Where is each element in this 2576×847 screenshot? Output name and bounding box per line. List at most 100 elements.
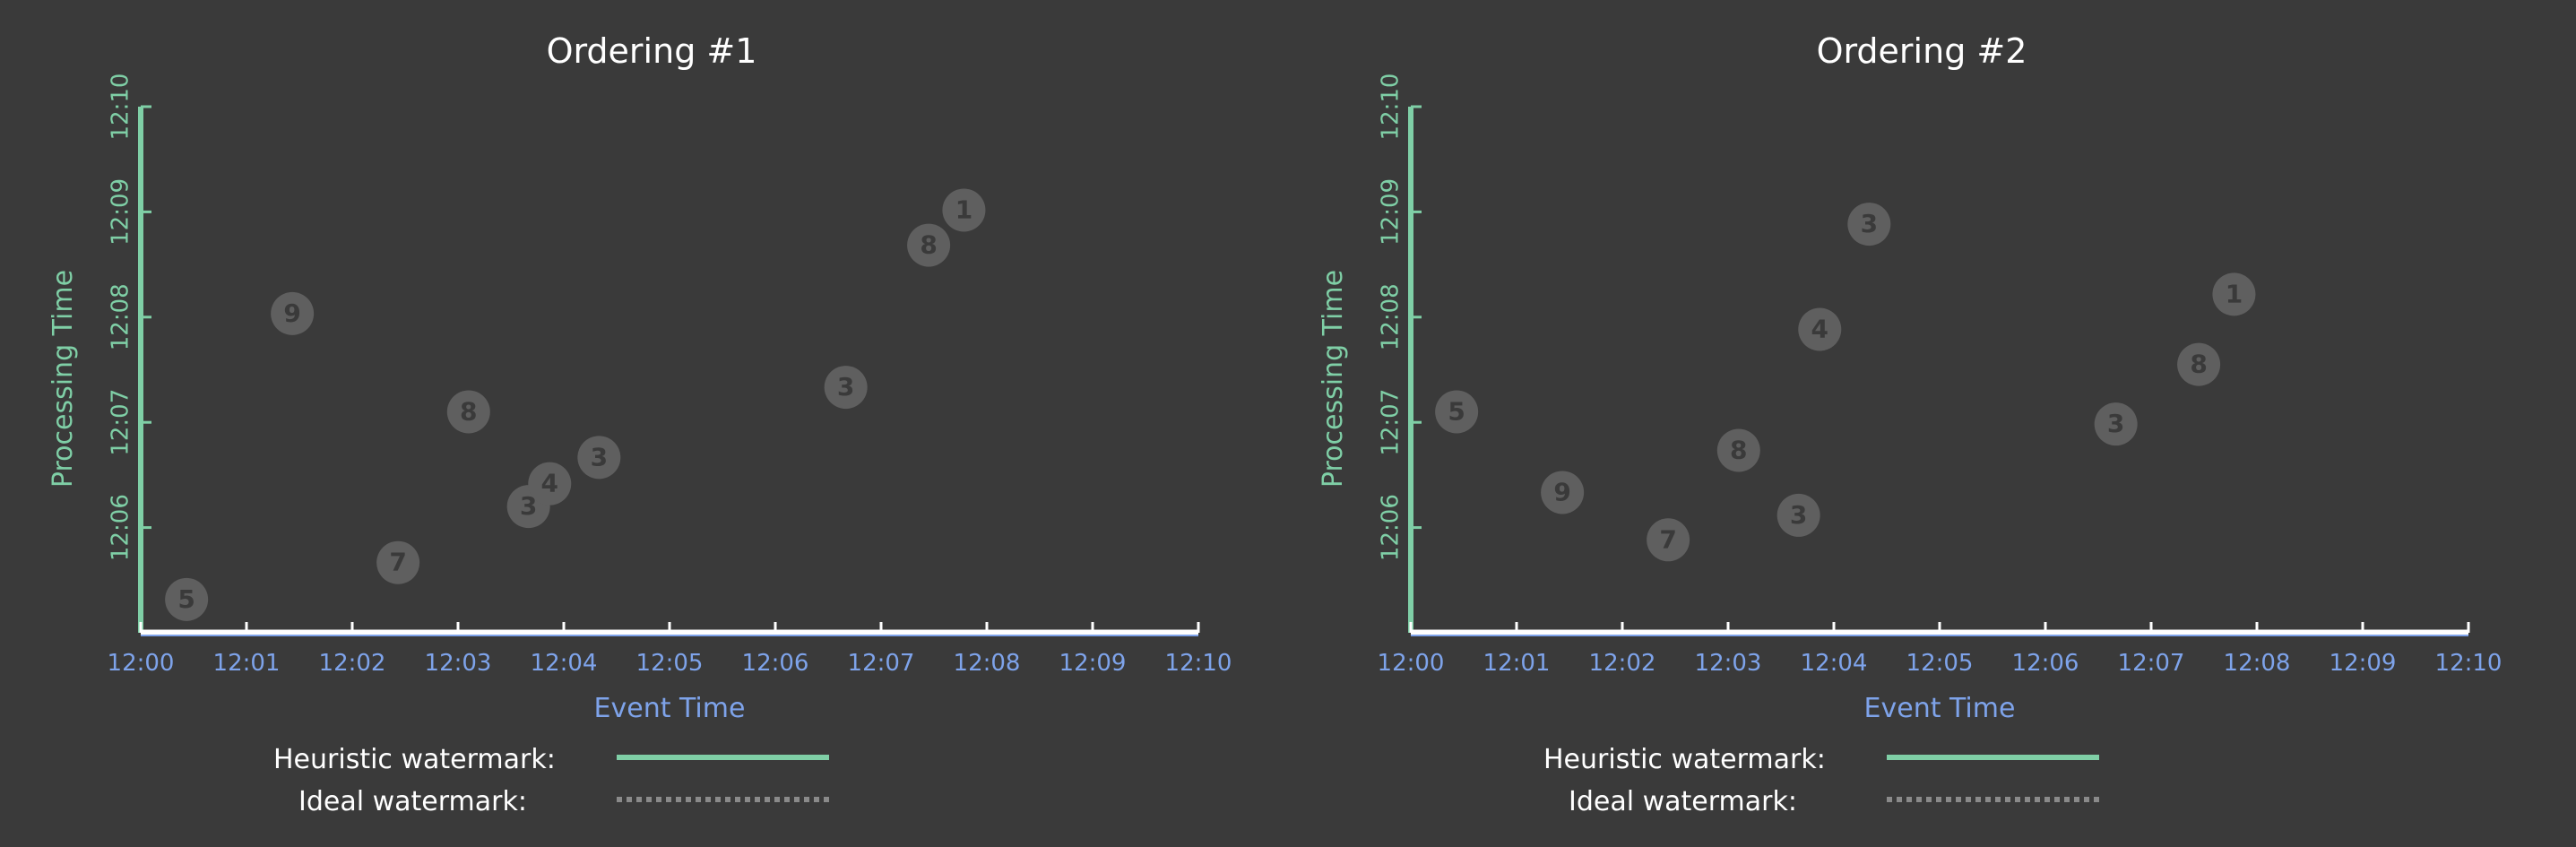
x-tick-label: 12:02 bbox=[319, 650, 386, 677]
x-tick-label: 12:09 bbox=[1059, 650, 1127, 677]
data-point-label: 1 bbox=[2226, 279, 2243, 308]
data-point-marker bbox=[165, 577, 209, 621]
x-tick-label: 12:10 bbox=[1165, 650, 1232, 677]
data-point: 3 bbox=[1847, 203, 1891, 246]
y-tick-label: 12:08 bbox=[108, 283, 134, 350]
data-point-marker bbox=[942, 188, 986, 232]
data-point-marker bbox=[824, 366, 868, 410]
data-point-label: 9 bbox=[1553, 477, 1570, 506]
data-point-label: 8 bbox=[460, 396, 477, 426]
data-point: 9 bbox=[1541, 471, 1585, 514]
chart-title: Ordering #1 bbox=[547, 31, 757, 71]
data-point-label: 5 bbox=[1448, 396, 1465, 426]
data-point-marker bbox=[1716, 428, 1760, 472]
data-point-marker bbox=[2177, 342, 2221, 386]
legend-ideal-label: Ideal watermark: bbox=[298, 786, 527, 817]
data-point-marker bbox=[1776, 493, 1820, 537]
data-point-marker bbox=[2094, 402, 2138, 446]
x-tick-label: 12:07 bbox=[2118, 650, 2185, 677]
data-point-label: 4 bbox=[1811, 314, 1828, 343]
data-point: 4 bbox=[528, 462, 572, 506]
chart-title: Ordering #2 bbox=[1817, 31, 2027, 71]
x-tick-label: 12:01 bbox=[1483, 650, 1551, 677]
data-point-marker bbox=[2212, 272, 2256, 316]
x-tick-label: 12:03 bbox=[1695, 650, 1762, 677]
legend-heuristic-label: Heuristic watermark: bbox=[273, 744, 556, 775]
data-point-marker bbox=[1798, 307, 1842, 351]
x-axis-label: Event Time bbox=[1864, 693, 2016, 724]
x-tick-label: 12:04 bbox=[531, 650, 598, 677]
data-point: 9 bbox=[271, 291, 315, 335]
data-point: 8 bbox=[907, 223, 951, 267]
data-point: 5 bbox=[1435, 390, 1479, 434]
y-tick-label: 12:10 bbox=[1378, 73, 1405, 141]
data-point-label: 4 bbox=[541, 469, 558, 498]
data-point-marker bbox=[1647, 518, 1690, 562]
data-point-label: 7 bbox=[1659, 524, 1676, 554]
data-point-marker bbox=[528, 462, 572, 506]
data-point-label: 3 bbox=[1861, 209, 1878, 238]
x-tick-label: 12:06 bbox=[2012, 650, 2079, 677]
data-point: 4 bbox=[1798, 307, 1842, 351]
data-point-marker bbox=[1541, 471, 1585, 514]
y-tick-label: 12:09 bbox=[108, 178, 134, 246]
data-point-label: 3 bbox=[591, 442, 608, 471]
y-tick-label: 12:07 bbox=[108, 389, 134, 456]
x-tick-label: 12:03 bbox=[425, 650, 492, 677]
data-point: 7 bbox=[1647, 518, 1690, 562]
data-point: 3 bbox=[2094, 402, 2138, 446]
data-point-label: 7 bbox=[389, 548, 406, 577]
data-point: 3 bbox=[824, 366, 868, 410]
x-tick-label: 12:07 bbox=[848, 650, 915, 677]
x-tick-label: 12:00 bbox=[1378, 650, 1445, 677]
data-point-label: 3 bbox=[520, 491, 537, 521]
y-axis-label: Processing Time bbox=[48, 270, 79, 488]
data-point-label: 3 bbox=[837, 372, 854, 402]
data-point: 8 bbox=[2177, 342, 2221, 386]
data-point-marker bbox=[907, 223, 951, 267]
y-tick-label: 12:06 bbox=[108, 494, 134, 561]
x-tick-label: 12:06 bbox=[742, 650, 809, 677]
data-point: 3 bbox=[577, 436, 621, 480]
data-point-label: 3 bbox=[1790, 500, 1807, 530]
chart-panel-1: Ordering #1 12:06 12:07 12:08 12:09 12:10 12:0… bbox=[48, 31, 1232, 817]
data-point-label: 1 bbox=[955, 194, 972, 224]
x-tick-label: 12:04 bbox=[1801, 650, 1868, 677]
data-point: 7 bbox=[376, 540, 420, 584]
data-point-label: 3 bbox=[2107, 409, 2124, 438]
y-tick-label: 12:09 bbox=[1378, 178, 1405, 246]
data-point: 8 bbox=[1716, 428, 1760, 472]
x-tick-label: 12:05 bbox=[1906, 650, 1974, 677]
x-axis-label: Event Time bbox=[594, 693, 746, 724]
x-tick-label: 12:01 bbox=[213, 650, 281, 677]
data-point-marker bbox=[376, 540, 420, 584]
data-point: 8 bbox=[446, 390, 490, 434]
data-point: 1 bbox=[2212, 272, 2256, 316]
data-point-label: 8 bbox=[1730, 436, 1747, 465]
legend-ideal-label: Ideal watermark: bbox=[1569, 786, 1797, 817]
data-point: 5 bbox=[165, 577, 209, 621]
data-point-marker bbox=[1847, 203, 1891, 246]
x-tick-label: 12:00 bbox=[108, 650, 175, 677]
chart-panel-2: Ordering #2 12:06 12:07 12:08 12:09 12:10 12:0… bbox=[1318, 31, 2502, 817]
data-point-marker bbox=[271, 291, 315, 335]
data-point: 3 bbox=[1776, 493, 1820, 537]
y-axis-label: Processing Time bbox=[1318, 270, 1349, 488]
x-tick-label: 12:05 bbox=[636, 650, 704, 677]
x-tick-label: 12:08 bbox=[954, 650, 1021, 677]
y-tick-label: 12:06 bbox=[1378, 494, 1405, 561]
data-point-label: 8 bbox=[920, 230, 937, 260]
legend-heuristic-label: Heuristic watermark: bbox=[1543, 744, 1826, 775]
y-tick-label: 12:10 bbox=[108, 73, 134, 141]
y-tick-label: 12:08 bbox=[1378, 283, 1405, 350]
x-tick-label: 12:10 bbox=[2435, 650, 2503, 677]
x-tick-label: 12:09 bbox=[2330, 650, 2397, 677]
data-point-marker bbox=[577, 436, 621, 480]
data-point-marker bbox=[446, 390, 490, 434]
data-point-marker bbox=[1435, 390, 1479, 434]
y-tick-label: 12:07 bbox=[1378, 389, 1405, 456]
data-point-label: 8 bbox=[2190, 350, 2207, 379]
data-point-label: 5 bbox=[177, 584, 194, 614]
data-point-label: 9 bbox=[283, 298, 300, 328]
